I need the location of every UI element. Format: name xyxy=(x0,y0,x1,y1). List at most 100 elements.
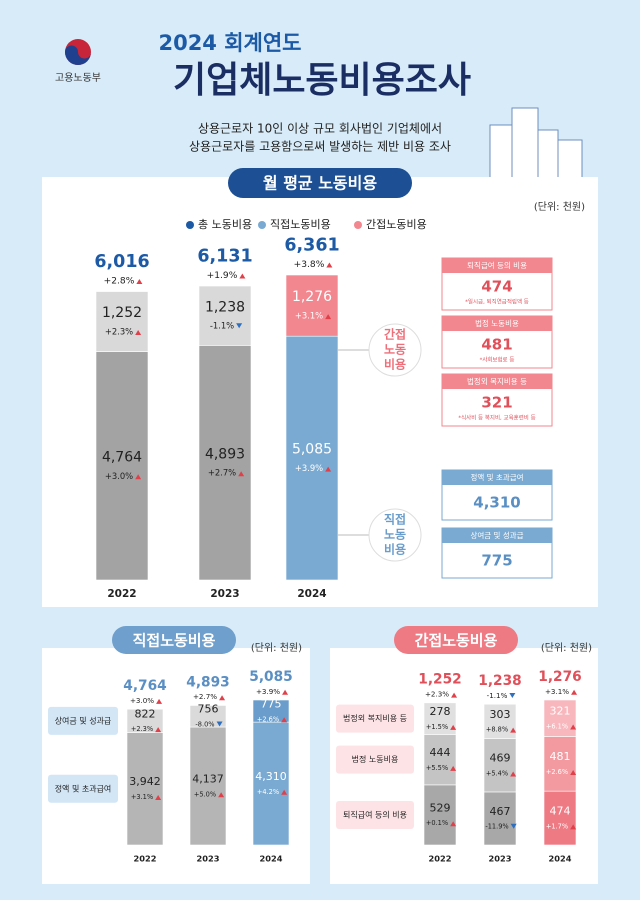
change-arrow xyxy=(570,770,577,776)
value-label: 1,276 xyxy=(292,289,332,305)
legend-label: 총 노동비용 xyxy=(198,218,252,231)
box-title: 법정 노동비용 xyxy=(475,318,519,328)
change-label: +3.1% xyxy=(545,687,569,696)
x-tick-label: 2022 xyxy=(134,854,157,864)
change-arrow xyxy=(450,765,457,771)
bracket-label: 노동 xyxy=(384,528,406,542)
total-label: 5,085 xyxy=(249,669,293,685)
change-label: +3.0% xyxy=(105,471,133,481)
box-note: *식사비 등 복지비, 교육훈련비 등 xyxy=(458,414,535,422)
change-arrow xyxy=(239,273,246,279)
bar-segment xyxy=(95,351,149,581)
change-label: +3.1% xyxy=(295,311,323,321)
box-header xyxy=(442,258,552,273)
bar-segment xyxy=(198,285,252,346)
change-label: +2.3% xyxy=(425,690,449,699)
series-label-box xyxy=(48,774,118,803)
x-tick-label: 2024 xyxy=(297,588,326,600)
bracket-label: 노동 xyxy=(384,343,406,357)
change-label: +3.9% xyxy=(295,463,323,473)
x-tick-label: 2023 xyxy=(210,588,239,600)
series-label-box xyxy=(336,800,414,829)
x-tick-label: 2024 xyxy=(260,854,283,864)
change-arrow xyxy=(236,323,243,329)
bar-segment xyxy=(423,734,457,786)
change-label: -8.0% xyxy=(195,721,214,729)
series-label: 법정 노동비용 xyxy=(352,754,399,764)
bar-segment xyxy=(543,736,577,792)
value-label: 481 xyxy=(550,750,571,763)
title-tab xyxy=(228,168,412,198)
change-arrow xyxy=(281,717,288,723)
change-arrow xyxy=(326,262,333,268)
change-arrow xyxy=(451,692,458,698)
value-label: 278 xyxy=(430,705,451,718)
change-arrow xyxy=(282,689,289,695)
change-label: +2.7% xyxy=(193,692,217,701)
value-label: 303 xyxy=(490,708,511,721)
change-label: +3.8% xyxy=(294,260,325,270)
change-arrow xyxy=(155,795,162,801)
unit: (단위: 천원) xyxy=(534,200,585,213)
box-header xyxy=(442,316,552,331)
total-label: 6,361 xyxy=(284,236,339,256)
value-label: 3,942 xyxy=(129,775,161,788)
legend-marker xyxy=(354,221,362,229)
bracket-circle xyxy=(368,323,422,377)
bar-segment xyxy=(252,721,290,846)
chart-title: 직접노동비용 xyxy=(133,632,216,650)
bar-segment xyxy=(483,791,517,846)
year-title: 2024 회계연도 xyxy=(158,31,301,55)
change-label: +2.7% xyxy=(208,468,236,478)
unit: (단위: 천원) xyxy=(541,641,592,654)
bar-segment xyxy=(252,699,290,723)
unit: (단위: 천원) xyxy=(251,641,302,654)
change-label: +1.7% xyxy=(546,822,568,830)
change-label: +6.1% xyxy=(546,722,568,730)
box-title: 법정외 복지비용 등 xyxy=(467,376,527,386)
buildings xyxy=(489,107,583,181)
bar-segment xyxy=(126,708,164,733)
change-label: -1.1% xyxy=(210,321,234,331)
change-arrow xyxy=(135,474,142,480)
box-header xyxy=(442,528,552,543)
box-title: 상여금 및 성과급 xyxy=(470,530,523,540)
ministry: 고용노동부 xyxy=(55,72,101,84)
title-tab xyxy=(394,626,518,654)
change-arrow xyxy=(219,695,226,701)
bracket-label: 비용 xyxy=(384,542,406,557)
series-label: 상여금 및 성과급 xyxy=(55,715,112,725)
change-arrow xyxy=(136,279,143,285)
value-label: 822 xyxy=(135,707,156,720)
change-arrow xyxy=(450,821,457,827)
bracket-circle xyxy=(368,508,422,562)
change-label: +3.1% xyxy=(131,793,153,801)
value-label: 467 xyxy=(490,805,511,818)
value-label: 4,137 xyxy=(192,772,224,785)
change-arrow xyxy=(570,824,577,830)
value-label: 529 xyxy=(430,801,451,814)
box-note: *사회보험료 등 xyxy=(480,356,515,364)
bar-segment xyxy=(285,335,339,581)
x-tick-label: 2023 xyxy=(489,854,512,864)
title-tab xyxy=(112,626,236,654)
value-label: 474 xyxy=(550,804,571,817)
total-label: 4,764 xyxy=(123,678,167,694)
box-value: 4,310 xyxy=(473,494,520,512)
box-value: 775 xyxy=(481,552,512,570)
bar-segment xyxy=(543,790,577,846)
box-title: 퇴직급여 등의 비용 xyxy=(467,260,527,270)
box-title: 정액 및 초과급여 xyxy=(470,472,523,482)
bar-segment xyxy=(285,274,339,337)
box-value: 481 xyxy=(481,336,512,354)
series-label-box xyxy=(336,745,414,774)
legend-label: 직접노동비용 xyxy=(270,218,331,231)
change-label: +5.4% xyxy=(486,770,508,778)
value-label: 4,764 xyxy=(102,449,142,465)
bar-segment xyxy=(543,699,577,737)
change-arrow xyxy=(510,727,517,733)
change-label: +5.0% xyxy=(194,790,216,798)
bar-segment xyxy=(198,345,252,581)
